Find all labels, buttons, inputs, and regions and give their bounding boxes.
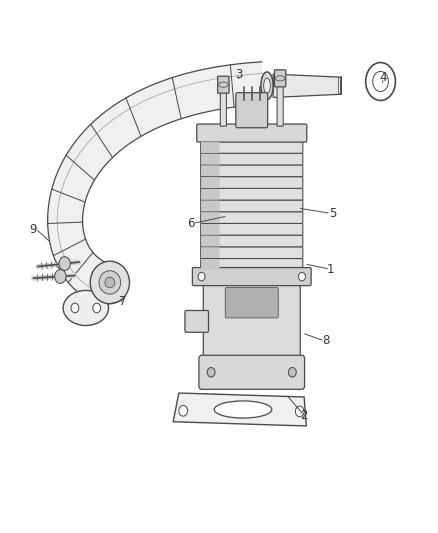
Circle shape [59, 257, 71, 271]
Ellipse shape [99, 271, 120, 294]
FancyBboxPatch shape [201, 212, 219, 223]
FancyBboxPatch shape [225, 287, 278, 318]
FancyBboxPatch shape [277, 84, 283, 126]
FancyBboxPatch shape [201, 176, 303, 188]
FancyBboxPatch shape [201, 235, 303, 247]
FancyBboxPatch shape [275, 70, 286, 87]
Circle shape [198, 272, 205, 281]
FancyBboxPatch shape [201, 142, 219, 153]
FancyBboxPatch shape [201, 236, 219, 246]
FancyBboxPatch shape [192, 268, 311, 286]
Ellipse shape [105, 277, 115, 288]
FancyBboxPatch shape [203, 281, 300, 359]
Polygon shape [173, 393, 306, 426]
FancyBboxPatch shape [201, 259, 219, 270]
FancyBboxPatch shape [236, 93, 268, 128]
Circle shape [298, 272, 305, 281]
Text: 3: 3 [235, 68, 242, 80]
Ellipse shape [373, 71, 389, 92]
Text: 7: 7 [119, 295, 127, 308]
FancyBboxPatch shape [201, 177, 219, 188]
Text: 6: 6 [187, 217, 194, 230]
FancyBboxPatch shape [201, 200, 219, 211]
FancyBboxPatch shape [201, 142, 303, 154]
FancyBboxPatch shape [185, 311, 208, 332]
Polygon shape [273, 74, 341, 98]
Circle shape [179, 406, 187, 416]
Ellipse shape [214, 401, 272, 418]
Text: 1: 1 [327, 263, 334, 276]
FancyBboxPatch shape [201, 189, 219, 199]
FancyBboxPatch shape [199, 356, 304, 389]
Text: 8: 8 [322, 334, 330, 348]
Circle shape [288, 368, 296, 377]
FancyBboxPatch shape [201, 154, 303, 165]
FancyBboxPatch shape [201, 200, 303, 212]
Text: 2: 2 [300, 409, 308, 422]
Circle shape [71, 303, 79, 313]
Text: 4: 4 [379, 71, 386, 84]
FancyBboxPatch shape [201, 165, 303, 176]
Circle shape [207, 368, 215, 377]
Text: 9: 9 [30, 223, 37, 236]
FancyBboxPatch shape [197, 124, 307, 142]
Text: 5: 5 [329, 207, 336, 220]
Ellipse shape [261, 72, 273, 100]
FancyBboxPatch shape [201, 188, 303, 200]
Ellipse shape [90, 261, 130, 304]
Polygon shape [48, 62, 264, 306]
FancyBboxPatch shape [201, 165, 219, 176]
FancyBboxPatch shape [201, 223, 303, 235]
FancyBboxPatch shape [201, 212, 303, 223]
Circle shape [55, 270, 66, 284]
FancyBboxPatch shape [201, 247, 303, 259]
FancyBboxPatch shape [201, 259, 303, 270]
Ellipse shape [366, 62, 396, 101]
Circle shape [93, 303, 101, 313]
FancyBboxPatch shape [201, 154, 219, 165]
FancyBboxPatch shape [201, 224, 219, 235]
Circle shape [295, 406, 304, 417]
FancyBboxPatch shape [201, 247, 219, 258]
Ellipse shape [264, 78, 270, 93]
FancyBboxPatch shape [220, 90, 226, 126]
FancyBboxPatch shape [218, 76, 229, 93]
Ellipse shape [63, 290, 109, 326]
